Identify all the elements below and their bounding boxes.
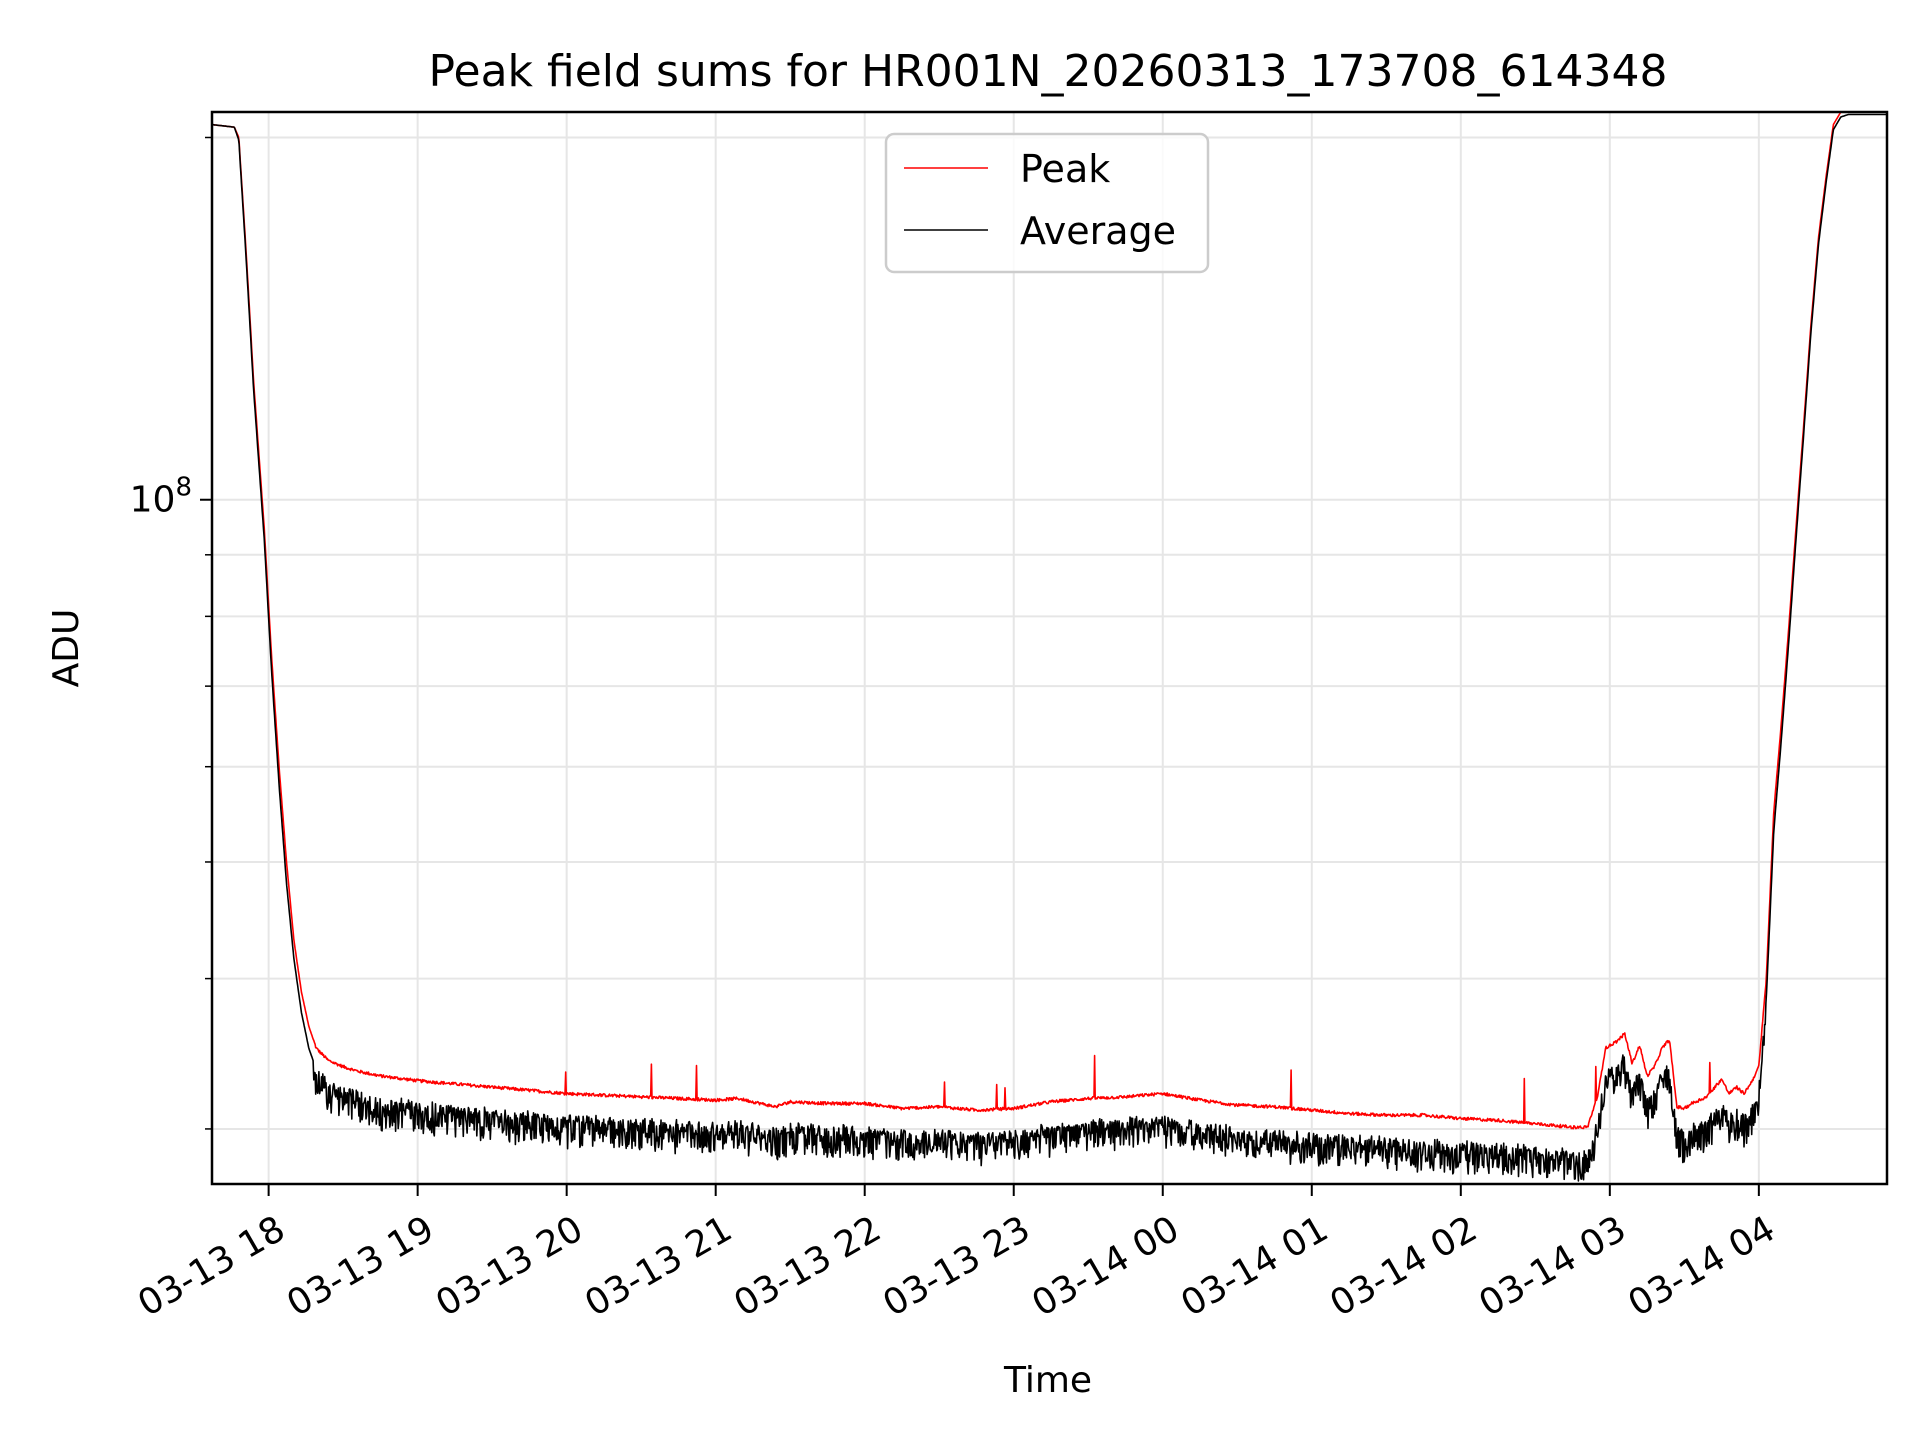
legend-label-average: Average (1020, 209, 1176, 253)
x-axis-label: Time (1003, 1360, 1092, 1401)
y-axis-label: ADU (46, 609, 87, 688)
y-tick-labels: 108 (130, 473, 192, 521)
series-line-average (212, 113, 1887, 1182)
legend-label-peak: Peak (1020, 147, 1110, 191)
chart-title: Peak field sums for HR001N_20260313_1737… (429, 46, 1668, 97)
series-group (212, 112, 1887, 1182)
plot-frame (210, 110, 1889, 1186)
grid-lines (212, 112, 1887, 1184)
series-line-peak (212, 112, 1887, 1130)
legend: Peak Average (884, 132, 1210, 274)
y-tick-label: 108 (130, 473, 192, 521)
